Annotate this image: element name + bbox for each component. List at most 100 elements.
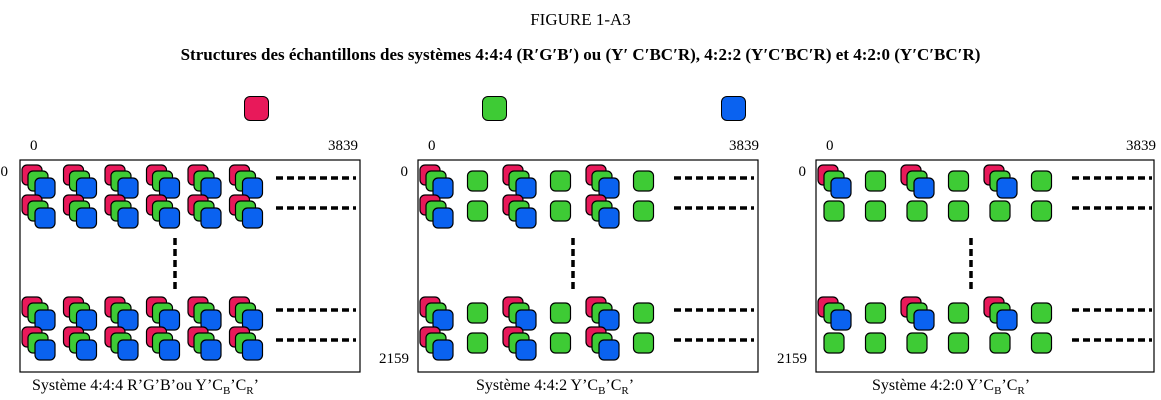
- blue-sample: [830, 309, 852, 331]
- blue-sample: [830, 177, 852, 199]
- blue-sample: [34, 177, 56, 199]
- panel-422-samples: [419, 164, 754, 361]
- blue-sample: [598, 177, 620, 199]
- blue-sample: [158, 207, 181, 229]
- green-sample: [466, 200, 489, 222]
- panel-422-axis-right: 3839: [729, 138, 759, 154]
- blue-sample: [432, 309, 454, 331]
- blue-sample: [200, 339, 222, 361]
- blue-sample: [158, 339, 181, 361]
- green-sample: [549, 170, 572, 192]
- panel-420-frame: [815, 159, 1155, 373]
- panel-444-row-top: 0: [1, 164, 9, 180]
- green-sample: [947, 200, 970, 222]
- green-sample: [549, 332, 572, 354]
- blue-sample: [913, 309, 935, 331]
- blue-sample: [200, 177, 222, 199]
- panel-422-caption: Système 4:4:2 Y’CB’CR’: [476, 377, 635, 398]
- green-sample: [1030, 332, 1053, 354]
- panel-422-axis-left: 0: [428, 138, 436, 154]
- green-sample: [466, 302, 489, 324]
- blue-sample: [34, 207, 56, 229]
- panel-444: 0 3839 0: [1, 138, 361, 373]
- blue-sample: [432, 177, 454, 199]
- legend-red-sample: [244, 96, 269, 121]
- blue-sample: [996, 177, 1018, 199]
- blue-sample: [117, 309, 139, 331]
- green-sample: [1030, 302, 1053, 324]
- panel-444-frame: [19, 159, 361, 373]
- blue-sample: [75, 309, 98, 331]
- green-sample: [1030, 170, 1053, 192]
- blue-sample: [913, 177, 935, 199]
- blue-sample: [75, 207, 98, 229]
- blue-sample: [158, 309, 181, 331]
- blue-sample: [200, 207, 222, 229]
- blue-sample: [515, 309, 537, 331]
- green-sample: [947, 170, 970, 192]
- green-sample: [632, 170, 655, 192]
- green-sample: [823, 200, 845, 222]
- blue-sample: [241, 309, 264, 331]
- panel-444-axis-right: 3839: [328, 138, 358, 154]
- blue-sample: [117, 339, 139, 361]
- blue-sample: [34, 339, 56, 361]
- panel-422: 0 3839 0 2159: [379, 138, 759, 373]
- green-sample: [864, 332, 887, 354]
- blue-sample: [200, 309, 222, 331]
- green-sample: [864, 302, 887, 324]
- blue-sample: [515, 207, 537, 229]
- green-sample: [864, 200, 887, 222]
- panel-420-caption: Système 4:2:0 Y’CB’CR’: [872, 377, 1031, 398]
- blue-sample: [241, 339, 264, 361]
- blue-sample: [34, 309, 56, 331]
- green-sample: [632, 200, 655, 222]
- blue-sample: [432, 207, 454, 229]
- green-sample: [632, 302, 655, 324]
- blue-sample: [117, 177, 139, 199]
- blue-sample: [241, 177, 264, 199]
- green-sample: [466, 170, 489, 192]
- blue-sample: [432, 339, 454, 361]
- panel-420-samples: [817, 164, 1152, 354]
- green-sample: [947, 332, 970, 354]
- panel-444-axis-left: 0: [30, 138, 38, 154]
- blue-sample: [996, 309, 1018, 331]
- panel-420-axis-right: 3839: [1126, 138, 1156, 154]
- green-sample: [1030, 200, 1053, 222]
- blue-sample: [75, 339, 98, 361]
- legend-blue-sample: [721, 96, 746, 121]
- blue-sample: [158, 177, 181, 199]
- green-sample: [549, 200, 572, 222]
- panel-420-axis-left: 0: [826, 138, 834, 154]
- blue-sample: [241, 207, 264, 229]
- figure-title: Structures des échantillons des systèmes…: [180, 45, 981, 64]
- blue-sample: [598, 339, 620, 361]
- green-sample: [549, 302, 572, 324]
- panel-422-row-top: 0: [401, 164, 409, 180]
- panel-420-row-bottom: 2159: [777, 351, 807, 367]
- panel-444-caption: Système 4:4:4 R’G’B’ou Y’CB’CR’: [32, 377, 259, 398]
- green-sample: [864, 170, 887, 192]
- panel-420: 0 3839 0 2159: [777, 138, 1156, 373]
- green-sample: [989, 200, 1011, 222]
- legend-green-sample: [482, 96, 507, 121]
- blue-sample: [515, 339, 537, 361]
- panel-444-samples: [21, 164, 356, 361]
- blue-sample: [598, 309, 620, 331]
- panel-420-row-top: 0: [799, 164, 807, 180]
- blue-sample: [598, 207, 620, 229]
- green-sample: [466, 332, 489, 354]
- green-sample: [906, 200, 928, 222]
- blue-sample: [75, 177, 98, 199]
- blue-sample: [117, 207, 139, 229]
- green-sample: [823, 332, 845, 354]
- green-sample: [989, 332, 1011, 354]
- green-sample: [632, 332, 655, 354]
- panel-422-frame: [417, 159, 759, 373]
- green-sample: [906, 332, 928, 354]
- panel-422-row-bottom: 2159: [379, 351, 409, 367]
- green-sample: [947, 302, 970, 324]
- figure-label: FIGURE 1-A3: [530, 10, 631, 29]
